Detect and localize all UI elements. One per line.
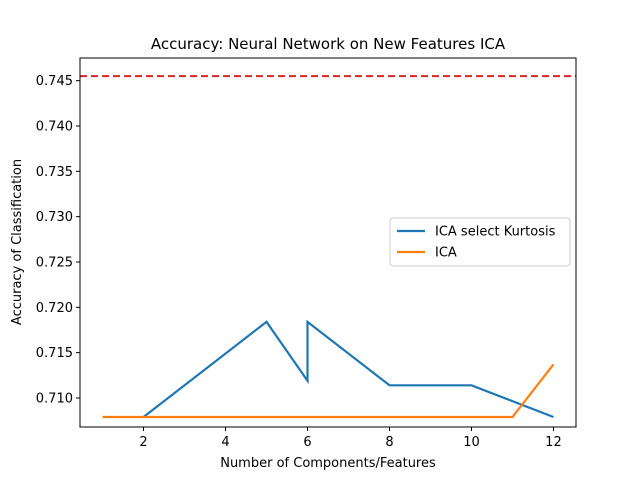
y-tick-label: 0.745 xyxy=(36,74,73,89)
legend-label: ICA select Kurtosis xyxy=(435,225,556,240)
x-tick-label: 8 xyxy=(385,435,393,450)
legend-label: ICA xyxy=(435,246,457,261)
y-tick-label: 0.710 xyxy=(36,391,73,406)
x-tick-label: 12 xyxy=(545,435,562,450)
plot-frame xyxy=(79,57,577,428)
legend-box xyxy=(389,217,571,267)
series-line-2 xyxy=(102,363,555,419)
x-tick-label: 2 xyxy=(139,435,147,450)
y-tick-label: 0.715 xyxy=(36,346,73,361)
series-line-1 xyxy=(142,319,554,419)
x-axis-title: Number of Components/Features xyxy=(220,456,436,471)
y-tick-label: 0.740 xyxy=(36,119,73,134)
y-tick-label: 0.735 xyxy=(36,165,73,180)
x-tick-label: 10 xyxy=(463,435,480,450)
plot-area xyxy=(80,75,576,419)
axes: 2 4 6 8 10 12 0.710 0.715 0.720 0.725 0.730 0.735 0.… xyxy=(36,57,577,450)
y-axis-title: Accuracy of Classification xyxy=(10,159,25,325)
y-tick-label: 0.725 xyxy=(36,255,73,270)
x-tick-label: 6 xyxy=(303,435,311,450)
y-tick-label: 0.730 xyxy=(36,210,73,225)
y-tick-label: 0.720 xyxy=(36,301,73,316)
chart-title: Accuracy: Neural Network on New Features… xyxy=(151,35,506,53)
x-tick-label: 4 xyxy=(221,435,229,450)
legend: ICA select Kurtosis ICA xyxy=(389,217,571,267)
